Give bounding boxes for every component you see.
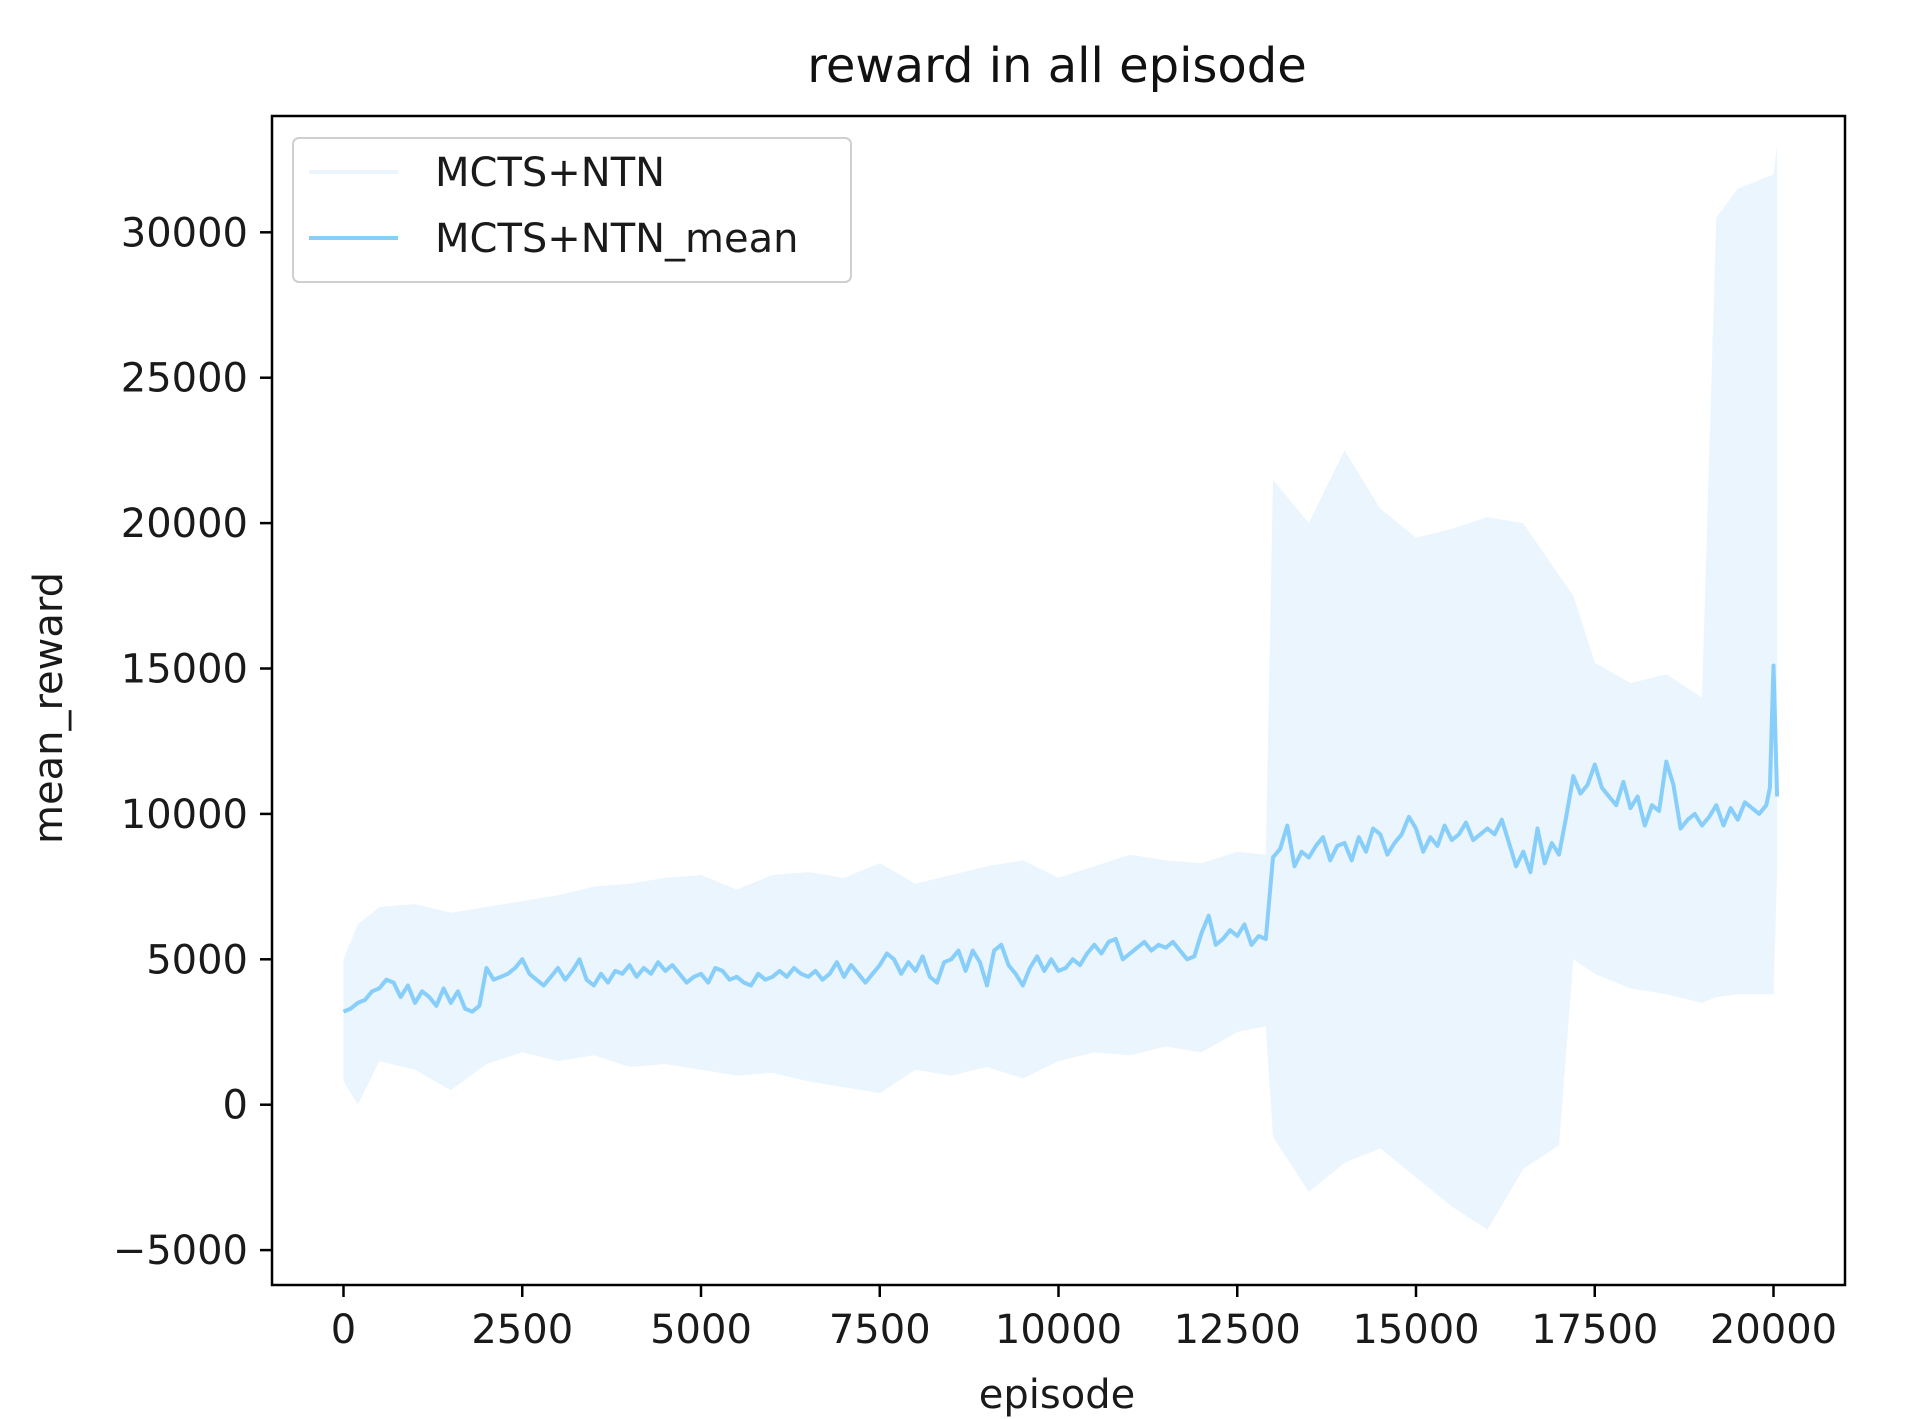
x-axis: 0 2500 5000 7500 10000 12500 15000 17500 20000 — [331, 1285, 1837, 1353]
chart-title: reward in all episode — [807, 38, 1307, 94]
y-tick-label: 10000 — [121, 792, 248, 838]
legend: MCTS+NTN MCTS+NTN_mean — [292, 137, 852, 283]
x-tick-label: 5000 — [650, 1307, 752, 1353]
y-tick-label: 5000 — [146, 937, 248, 983]
x-tick-label: 7500 — [829, 1307, 931, 1353]
legend-box — [292, 137, 852, 283]
plot-area — [342, 145, 1780, 1230]
x-tick-label: 20000 — [1710, 1307, 1837, 1353]
x-tick-label: 2500 — [471, 1307, 573, 1353]
x-tick-label: 10000 — [995, 1307, 1122, 1353]
legend-label-raw: MCTS+NTN — [435, 150, 665, 196]
y-tick-label: 20000 — [121, 501, 248, 547]
legend-label-mean: MCTS+NTN_mean — [435, 216, 799, 262]
y-axis-label: mean_reward — [26, 572, 72, 844]
x-tick-label: 12500 — [1174, 1307, 1301, 1353]
x-tick-label: 15000 — [1352, 1307, 1479, 1353]
y-tick-label: 30000 — [121, 210, 248, 256]
y-tick-label: −5000 — [113, 1228, 248, 1274]
y-tick-label: 0 — [223, 1083, 248, 1129]
x-tick-label: 17500 — [1531, 1307, 1658, 1353]
x-axis-label: episode — [979, 1372, 1135, 1418]
y-axis: −5000 0 5000 10000 15000 20000 25000 30000 — [113, 210, 272, 1274]
y-tick-label: 25000 — [121, 356, 248, 402]
y-tick-label: 15000 — [121, 647, 248, 693]
series-mean-line — [342, 663, 1780, 1014]
x-tick-label: 0 — [331, 1307, 356, 1353]
series-raw-band — [343, 145, 1778, 1230]
